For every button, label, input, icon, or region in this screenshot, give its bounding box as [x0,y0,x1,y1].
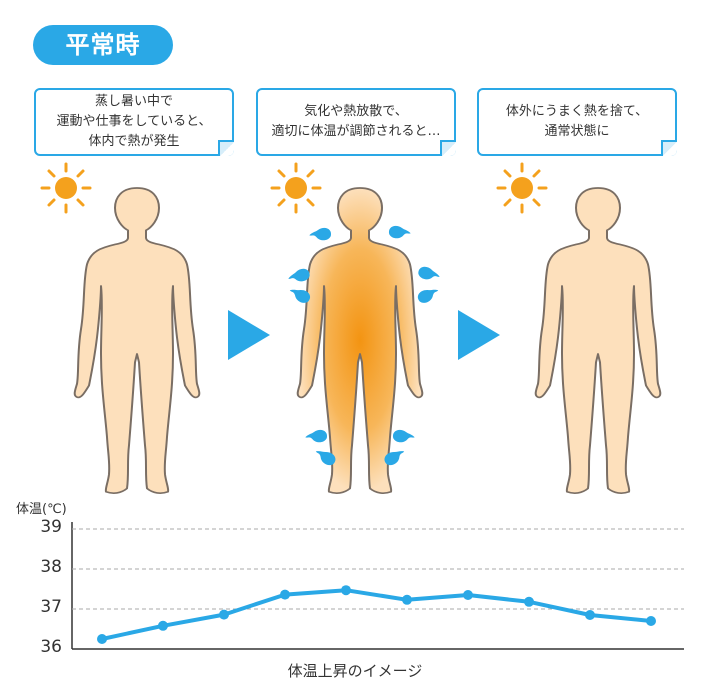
y-tick-37: 37 [40,597,62,617]
arrow-right-icon-1 [228,310,270,360]
speech-bubble-step-1: 蒸し暑い中で 運動や仕事をしていると、 体内で熱が発生 [34,88,234,156]
data-point [585,610,595,620]
data-point [280,589,290,600]
data-point [341,585,351,596]
data-point [646,616,656,626]
series-line [101,588,652,641]
speech-bubble-step-3: 体外にうまく熱を捨て、 通常状態に [477,88,677,156]
y-axis-label: 体温(℃) [16,502,67,517]
sun-icon-3 [496,162,548,214]
chart-grid [72,528,684,610]
human-figure-3 [534,187,662,495]
x-axis-label: 体温上昇のイメージ [287,662,423,680]
sun-icon-2 [270,162,322,214]
arrow-right-icon-2 [458,310,500,360]
data-point [97,634,107,644]
y-tick-39: 39 [40,517,62,537]
page-title: 平常時 [33,25,173,65]
data-point [219,609,229,620]
data-point [402,594,412,605]
y-tick-36: 36 [40,637,62,657]
speech-bubble-step-2: 気化や熱放散で、 適切に体温が調節されると… [256,88,456,156]
y-tick-38: 38 [40,557,62,577]
sun-icon-1 [40,162,92,214]
data-point [524,596,534,607]
human-figure-1 [73,187,201,495]
data-point [463,590,473,600]
data-point [158,620,168,631]
